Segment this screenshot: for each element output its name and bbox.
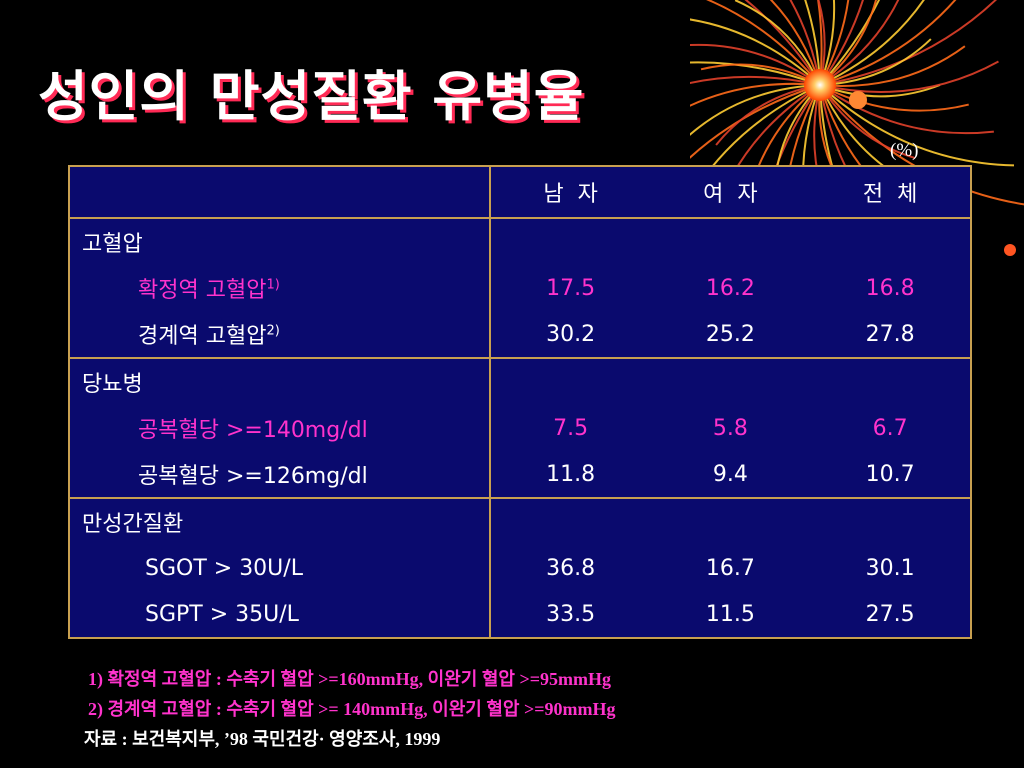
row-label: 경계역 고혈압2) xyxy=(69,311,491,359)
value-cell: 25.2 xyxy=(650,311,811,359)
group-row: 만성간질환 xyxy=(69,498,971,545)
table-row: 공복혈당 >=126mg/dl 11.8 9.4 10.7 xyxy=(69,451,971,499)
row-label: SGOT > 30U/L xyxy=(69,545,491,591)
row-label-text: 경계역 고혈압 xyxy=(138,324,267,349)
empty-cell xyxy=(810,218,971,265)
source-note: 자료 : 보건복지부, ’98 국민건강· 영양조사, 1999 xyxy=(84,729,441,749)
footnote-2: 2) 경계역 고혈압 : 수축기 혈압 >= 140mmHg, 이완기 혈압 >… xyxy=(88,699,616,719)
group-label: 당뇨병 xyxy=(69,358,491,405)
value-cell: 9.4 xyxy=(650,451,811,499)
row-label: SGPT > 35U/L xyxy=(69,591,491,638)
row-label: 공복혈당 >=140mg/dl xyxy=(69,405,491,451)
column-header: 전 체 xyxy=(810,166,971,219)
value-cell: 27.8 xyxy=(810,311,971,359)
row-label-text: 공복혈당 >=126mg/dl xyxy=(138,464,368,489)
row-label: 공복혈당 >=126mg/dl xyxy=(69,451,491,499)
footnote-marker: 1) xyxy=(266,277,280,293)
group-row: 고혈압 xyxy=(69,218,971,265)
column-header: 남 자 xyxy=(489,166,651,219)
empty-cell xyxy=(810,498,971,545)
row-label-text: 확정역 고혈압 xyxy=(138,278,267,303)
value-cell: 6.7 xyxy=(872,415,908,441)
footnote-1: 1) 확정역 고혈압 : 수축기 혈압 >=160mmHg, 이완기 혈압 >=… xyxy=(88,669,611,689)
empty-cell xyxy=(810,358,971,405)
table-row: 경계역 고혈압2) 30.2 25.2 27.8 xyxy=(69,311,971,359)
empty-cell xyxy=(490,358,651,405)
value-cell: 16.7 xyxy=(705,555,755,581)
table-row: SGOT > 30U/L 36.8 16.7 30.1 xyxy=(69,545,971,591)
value-cell: 30.1 xyxy=(865,555,915,581)
footnotes: 1) 확정역 고혈압 : 수축기 혈압 >=160mmHg, 이완기 혈압 >=… xyxy=(84,664,616,754)
value-cell: 10.7 xyxy=(810,451,971,499)
footnote-marker: 2) xyxy=(266,323,280,339)
table-row: 공복혈당 >=140mg/dl 7.5 5.8 6.7 xyxy=(69,405,971,451)
row-label-text: SGPT > 35U/L xyxy=(145,601,299,627)
slide-title: 성인의 만성질환 유병율 xyxy=(38,65,585,128)
value-cell: 5.8 xyxy=(712,415,748,441)
empty-cell xyxy=(650,218,810,265)
value-cell: 7.5 xyxy=(553,415,589,441)
table-row: SGPT > 35U/L 33.5 11.5 27.5 xyxy=(69,591,971,638)
value-cell: 17.5 xyxy=(546,275,596,301)
empty-cell xyxy=(490,498,651,545)
column-header: 여 자 xyxy=(650,166,811,219)
value-cell: 11.8 xyxy=(489,451,651,499)
value-cell: 11.5 xyxy=(705,601,755,627)
row-label: 확정역 고혈압1) xyxy=(69,265,491,311)
group-label: 만성간질환 xyxy=(69,498,491,545)
value-cell: 33.5 xyxy=(546,601,596,627)
unit-label: (%) xyxy=(890,140,919,161)
row-label-text: 공복혈당 >=140mg/dl xyxy=(138,418,368,443)
value-cell: 27.5 xyxy=(865,601,915,627)
group-row: 당뇨병 xyxy=(69,358,971,405)
value-cell: 30.2 xyxy=(489,311,651,359)
empty-cell xyxy=(650,358,810,405)
table-row: 확정역 고혈압1) 17.5 16.2 16.8 xyxy=(69,265,971,311)
value-cell: 16.8 xyxy=(865,275,915,301)
row-label-text: SGOT > 30U/L xyxy=(145,555,303,581)
group-label: 고혈압 xyxy=(69,218,491,265)
value-cell: 36.8 xyxy=(546,555,596,581)
empty-cell xyxy=(490,218,651,265)
value-cell: 16.2 xyxy=(705,275,755,301)
column-header xyxy=(69,166,491,219)
empty-cell xyxy=(650,498,810,545)
